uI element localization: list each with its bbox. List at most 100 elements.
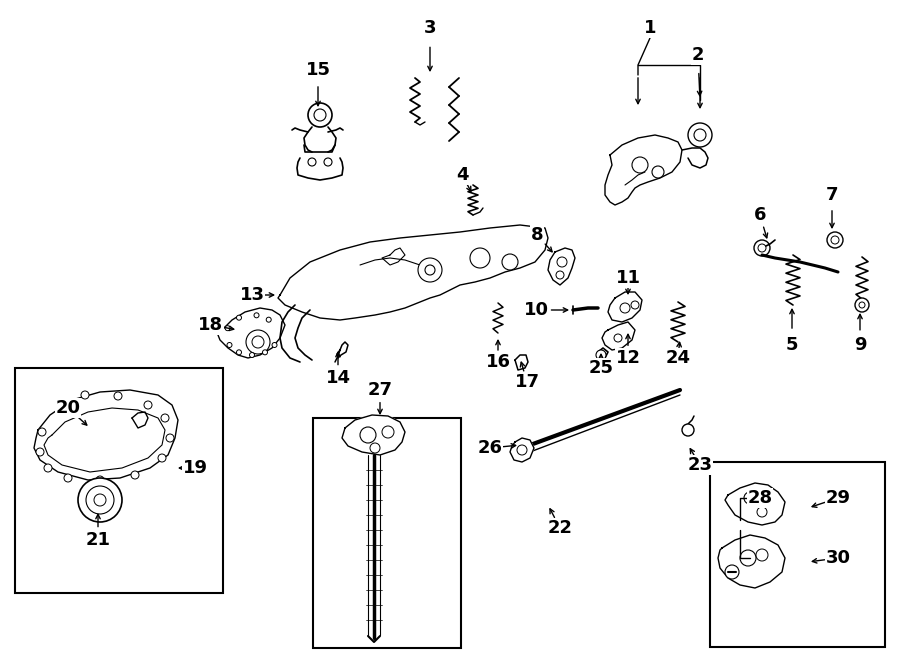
Text: 6: 6 <box>754 206 766 224</box>
Circle shape <box>94 494 106 506</box>
Text: 27: 27 <box>367 381 392 399</box>
Text: 11: 11 <box>616 269 641 287</box>
Circle shape <box>78 478 122 522</box>
Polygon shape <box>602 322 635 350</box>
Circle shape <box>614 334 622 342</box>
Text: 28: 28 <box>747 489 772 507</box>
Circle shape <box>725 565 739 579</box>
Text: 5: 5 <box>786 336 798 354</box>
Text: 4: 4 <box>455 166 468 184</box>
Circle shape <box>308 103 332 127</box>
Circle shape <box>631 301 639 309</box>
Circle shape <box>360 427 376 443</box>
Bar <box>313 418 461 648</box>
Polygon shape <box>218 308 285 358</box>
Circle shape <box>237 350 241 355</box>
Circle shape <box>263 350 267 355</box>
Text: 1: 1 <box>644 19 656 37</box>
Text: 23: 23 <box>688 456 713 474</box>
Circle shape <box>756 549 768 561</box>
Circle shape <box>158 454 166 462</box>
Text: 2: 2 <box>692 46 704 64</box>
Circle shape <box>96 476 104 484</box>
Text: 26: 26 <box>478 439 502 457</box>
Circle shape <box>161 414 169 422</box>
Circle shape <box>144 401 152 409</box>
Polygon shape <box>725 483 785 525</box>
Circle shape <box>314 109 326 121</box>
Circle shape <box>86 486 114 514</box>
Circle shape <box>556 271 564 279</box>
Circle shape <box>632 157 648 173</box>
Circle shape <box>308 158 316 166</box>
Circle shape <box>324 158 332 166</box>
Text: 16: 16 <box>485 353 510 371</box>
Polygon shape <box>278 225 548 320</box>
Text: 3: 3 <box>424 19 436 37</box>
Text: 8: 8 <box>531 226 544 244</box>
Circle shape <box>557 257 567 267</box>
Circle shape <box>249 352 255 358</box>
Circle shape <box>166 434 174 442</box>
Polygon shape <box>718 535 785 588</box>
Circle shape <box>38 428 46 436</box>
Text: 15: 15 <box>305 61 330 79</box>
Bar <box>710 462 885 647</box>
Text: 20: 20 <box>56 399 80 417</box>
Circle shape <box>517 445 527 455</box>
Text: 10: 10 <box>524 301 548 319</box>
Circle shape <box>758 244 766 252</box>
Polygon shape <box>510 438 534 462</box>
Circle shape <box>370 443 380 453</box>
Circle shape <box>855 298 869 312</box>
Circle shape <box>272 342 277 348</box>
Circle shape <box>44 464 52 472</box>
Circle shape <box>682 424 694 436</box>
Circle shape <box>740 550 756 566</box>
Circle shape <box>252 336 264 348</box>
Circle shape <box>744 492 756 504</box>
Circle shape <box>694 129 706 141</box>
Circle shape <box>418 258 442 282</box>
Circle shape <box>81 391 89 399</box>
Circle shape <box>652 166 664 178</box>
Text: 7: 7 <box>826 186 838 204</box>
Circle shape <box>254 313 259 318</box>
Circle shape <box>470 248 490 268</box>
Text: 24: 24 <box>665 349 690 367</box>
Text: 14: 14 <box>326 369 350 387</box>
Circle shape <box>246 330 270 354</box>
Circle shape <box>227 342 232 348</box>
Circle shape <box>502 254 518 270</box>
Polygon shape <box>605 135 682 205</box>
Text: 13: 13 <box>239 286 265 304</box>
Text: 18: 18 <box>198 316 223 334</box>
Circle shape <box>596 350 606 360</box>
Text: 19: 19 <box>183 459 208 477</box>
Circle shape <box>266 317 271 322</box>
Circle shape <box>827 232 843 248</box>
Text: 12: 12 <box>616 349 641 367</box>
Circle shape <box>620 303 630 313</box>
Polygon shape <box>608 292 642 322</box>
Text: 25: 25 <box>589 359 614 377</box>
Bar <box>15 368 223 593</box>
Circle shape <box>831 236 839 244</box>
Text: 22: 22 <box>547 519 572 537</box>
Circle shape <box>382 426 394 438</box>
Text: 30: 30 <box>825 549 850 567</box>
Polygon shape <box>342 415 405 455</box>
Circle shape <box>64 474 72 482</box>
Circle shape <box>754 240 770 256</box>
Text: 1: 1 <box>644 19 656 37</box>
Text: 21: 21 <box>86 531 111 549</box>
Text: 9: 9 <box>854 336 866 354</box>
Circle shape <box>36 448 44 456</box>
Polygon shape <box>548 248 575 285</box>
Circle shape <box>237 315 241 320</box>
Circle shape <box>425 265 435 275</box>
Circle shape <box>131 471 139 479</box>
Circle shape <box>225 326 230 330</box>
Circle shape <box>114 392 122 400</box>
Text: 29: 29 <box>825 489 850 507</box>
